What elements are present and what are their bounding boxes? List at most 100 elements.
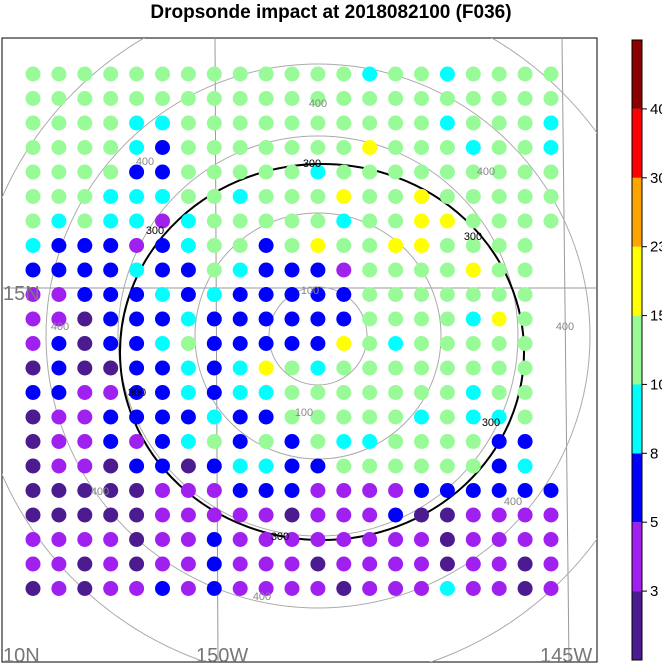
range-ring-label: 100: [301, 285, 319, 297]
impact-dot: [414, 66, 429, 82]
impact-dot: [180, 287, 196, 302]
impact-dot: [258, 483, 274, 498]
impact-dot: [155, 507, 170, 523]
impact-dot: [129, 385, 145, 400]
impact-dot: [388, 409, 404, 425]
impact-dot: [310, 434, 326, 449]
impact-dot: [336, 458, 352, 474]
impact-dot: [258, 458, 274, 474]
impact-dot: [77, 213, 93, 229]
impact-dot: [465, 115, 481, 131]
impact-dot: [439, 360, 455, 376]
impact-dot: [284, 164, 300, 180]
impact-dot: [155, 581, 170, 596]
impact-dot: [414, 507, 429, 523]
impact-dot: [517, 581, 533, 596]
impact-dot: [206, 532, 222, 547]
impact-dot: [439, 409, 455, 425]
impact-dot: [25, 336, 41, 351]
impact-dot: [414, 360, 429, 376]
axis-labels: 15N 10N 150W 145W: [3, 283, 592, 664]
impact-dot: [206, 507, 222, 523]
impact-dot: [206, 238, 222, 253]
impact-dot: [155, 287, 170, 302]
impact-dot: [258, 385, 274, 400]
impact-dot: [336, 287, 352, 302]
impact-dot: [103, 262, 119, 278]
impact-dot: [51, 385, 67, 400]
impact-dot: [414, 556, 429, 572]
impact-dot: [491, 287, 507, 302]
impact-dot: [103, 360, 119, 376]
impact-dot: [258, 507, 274, 523]
impact-dot: [465, 483, 481, 498]
impact-dot: [491, 213, 507, 229]
impact-dot: [206, 360, 222, 376]
impact-dot: [206, 556, 222, 572]
impact-dot: [51, 507, 67, 523]
impact-dot: [284, 213, 300, 229]
impact-dot: [180, 336, 196, 351]
impact-dot: [103, 385, 119, 400]
impact-dot: [206, 581, 222, 596]
impact-dot: [77, 91, 93, 106]
impact-dot: [284, 336, 300, 351]
impact-dot: [517, 238, 533, 253]
impact-dot: [232, 336, 248, 351]
impact-dot: [129, 581, 145, 596]
impact-dot: [232, 532, 248, 547]
impact-dot: [414, 336, 429, 351]
range-ring-label: 400: [91, 486, 109, 498]
impact-dot: [465, 262, 481, 278]
impact-dot: [336, 115, 352, 131]
impact-dot: [388, 360, 404, 376]
range-ring-label: 400: [309, 98, 327, 110]
impact-dot: [439, 385, 455, 400]
impact-dot: [465, 140, 481, 155]
impact-dot: [77, 483, 93, 498]
colorbar-segment: [632, 384, 642, 454]
impact-dot: [258, 262, 274, 278]
impact-dot: [284, 458, 300, 474]
impact-dot: [284, 556, 300, 572]
impact-dot: [284, 434, 300, 449]
colorbar-segment: [632, 315, 642, 385]
range-ring-label: 400: [51, 321, 69, 333]
impact-dot: [284, 238, 300, 253]
impact-dot: [517, 140, 533, 155]
impact-dot: [439, 164, 455, 180]
impact-dot: [439, 238, 455, 253]
colorbar-segment: [632, 591, 642, 660]
impact-dot: [206, 287, 222, 302]
impact-dot: [414, 311, 429, 327]
impact-dot: [517, 360, 533, 376]
colorbar-segment: [632, 40, 642, 109]
impact-dot: [25, 409, 41, 425]
impact-dot: [155, 311, 170, 327]
impact-dot: [129, 115, 145, 131]
impact-dot: [336, 189, 352, 204]
impact-dot: [232, 238, 248, 253]
impact-dot: [414, 262, 429, 278]
impact-dot: [51, 556, 67, 572]
range-ring: [45, 63, 591, 609]
impact-dot: [439, 189, 455, 204]
impact-dot: [543, 91, 559, 106]
impact-dot: [336, 140, 352, 155]
impact-dot: [491, 434, 507, 449]
impact-dot: [543, 556, 559, 572]
impact-dot: [543, 66, 559, 82]
impact-dot: [25, 91, 41, 106]
impact-dot: [517, 164, 533, 180]
impact-dot: [362, 507, 378, 523]
map-frame: [1, 37, 598, 663]
impact-dot: [388, 434, 404, 449]
impact-dot: [491, 581, 507, 596]
impact-dot: [129, 409, 145, 425]
impact-dot: [25, 434, 41, 449]
impact-dot: [517, 458, 533, 474]
impact-dot: [491, 164, 507, 180]
impact-dot: [439, 532, 455, 547]
impact-dot: [310, 507, 326, 523]
impact-dot: [388, 556, 404, 572]
